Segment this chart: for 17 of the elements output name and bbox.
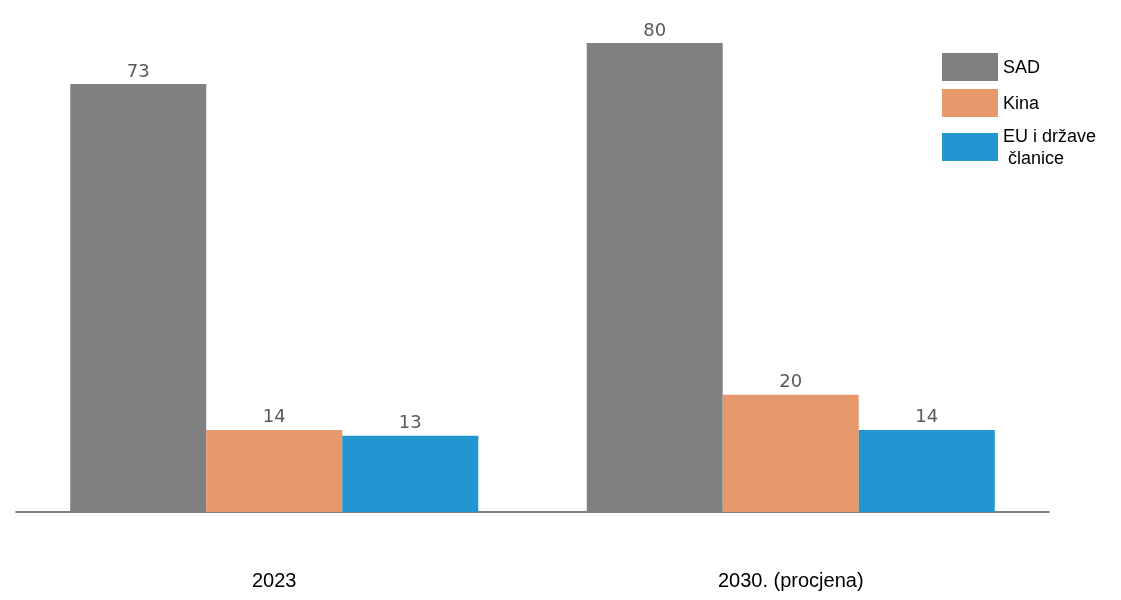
- x-tick-label: 2023: [252, 569, 297, 591]
- bar: [206, 429, 343, 512]
- data-label: 20: [779, 370, 803, 392]
- bar: [722, 394, 859, 512]
- bar: [858, 429, 995, 512]
- legend-label: EU i države članice: [1003, 126, 1097, 168]
- data-label: 80: [643, 18, 667, 40]
- data-label: 13: [398, 411, 422, 433]
- legend-label: SAD: [1003, 57, 1041, 77]
- legend-label: Kina: [1003, 93, 1041, 113]
- bar: [342, 435, 479, 512]
- bar: [586, 43, 723, 512]
- bar: [70, 84, 207, 512]
- data-label: 73: [126, 59, 150, 81]
- data-label: 14: [915, 405, 939, 427]
- data-label: 14: [262, 405, 286, 427]
- x-tick-label: 2030. (procjena): [717, 569, 864, 591]
